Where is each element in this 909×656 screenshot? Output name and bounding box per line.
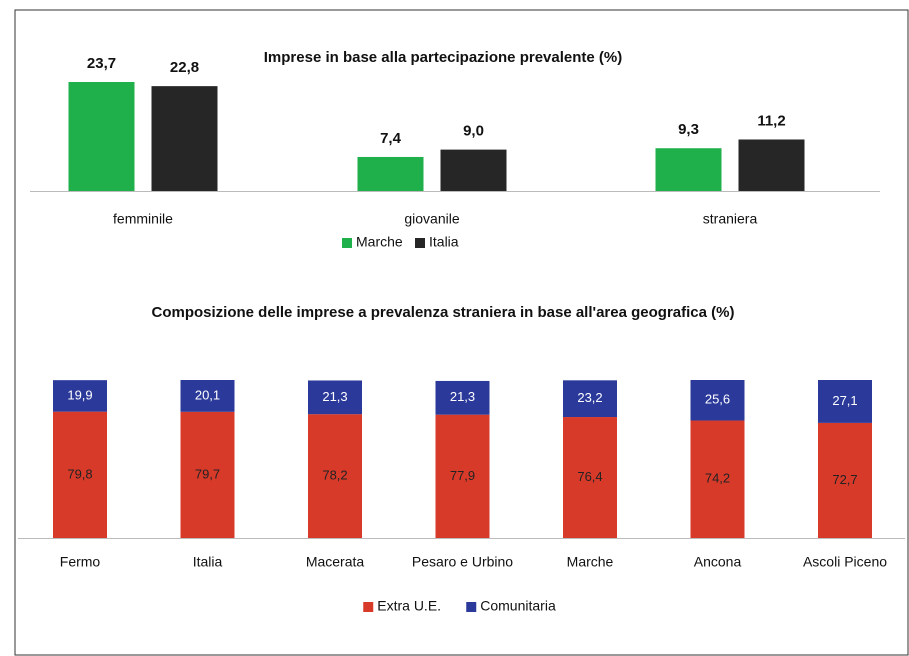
legend-swatch	[466, 602, 477, 612]
segment-label: 74,2	[705, 471, 730, 486]
bar-segment	[435, 380, 490, 415]
bar-segment	[53, 411, 107, 538]
segment-label: 76,4	[577, 469, 602, 484]
chart-title: Composizione delle imprese a prevalenza …	[152, 304, 735, 321]
segment-label: 72,7	[832, 472, 857, 487]
x-tick-label: Ascoli Piceno	[803, 554, 887, 570]
segment-label: 21,3	[322, 389, 347, 404]
segment-label: 23,2	[577, 390, 602, 405]
segment-label: 78,2	[322, 468, 347, 483]
x-tick-label: Fermo	[60, 554, 101, 570]
x-tick-label: giovanile	[404, 211, 459, 227]
segment-label: 21,3	[450, 389, 475, 404]
bar-segment	[180, 411, 235, 538]
x-tick-label: femminile	[113, 211, 173, 227]
bar	[357, 156, 424, 191]
value-label: 7,4	[380, 130, 402, 147]
bar-segment	[308, 380, 362, 415]
bar	[151, 86, 218, 191]
legend-swatch	[363, 602, 374, 612]
bar	[655, 148, 722, 191]
x-tick-label: straniera	[703, 211, 758, 227]
bar-segment	[435, 414, 490, 538]
x-tick-label: Marche	[567, 554, 614, 570]
value-label: 22,8	[170, 59, 199, 76]
segment-label: 19,9	[67, 387, 92, 402]
bar-segment	[690, 380, 745, 421]
bar	[440, 149, 507, 191]
value-label: 9,0	[463, 123, 484, 140]
bar-segment	[818, 380, 872, 423]
legend-label: Comunitaria	[480, 598, 556, 614]
bar-segment	[180, 380, 235, 412]
bar-segment	[563, 380, 617, 418]
chart-title: Imprese in base alla partecipazione prev…	[264, 49, 622, 66]
bar-segment	[818, 422, 872, 538]
x-tick-label: Ancona	[694, 554, 742, 570]
bar-segment	[308, 414, 362, 538]
bar-segment	[53, 380, 107, 412]
value-label: 11,2	[757, 112, 785, 129]
x-tick-label: Pesaro e Urbino	[412, 554, 513, 570]
legend-label: Extra U.E.	[377, 598, 441, 614]
bar	[738, 139, 805, 191]
bar-segment	[690, 420, 745, 538]
segment-label: 25,6	[705, 392, 730, 407]
value-label: 23,7	[87, 55, 116, 72]
legend-label: Italia	[429, 234, 459, 250]
frame	[14, 9, 909, 656]
segment-label: 79,7	[195, 466, 220, 481]
segment-label: 77,9	[450, 468, 475, 483]
value-label: 9,3	[678, 121, 699, 138]
segment-label: 27,1	[832, 393, 857, 408]
x-tick-label: Italia	[193, 554, 223, 570]
legend-label: Marche	[356, 234, 403, 250]
bar	[68, 82, 135, 191]
segment-label: 79,8	[67, 466, 92, 481]
x-tick-label: Macerata	[306, 554, 365, 570]
bar-segment	[563, 417, 617, 538]
segment-label: 20,1	[195, 387, 220, 402]
legend-swatch	[415, 238, 425, 248]
legend-swatch	[342, 238, 352, 248]
